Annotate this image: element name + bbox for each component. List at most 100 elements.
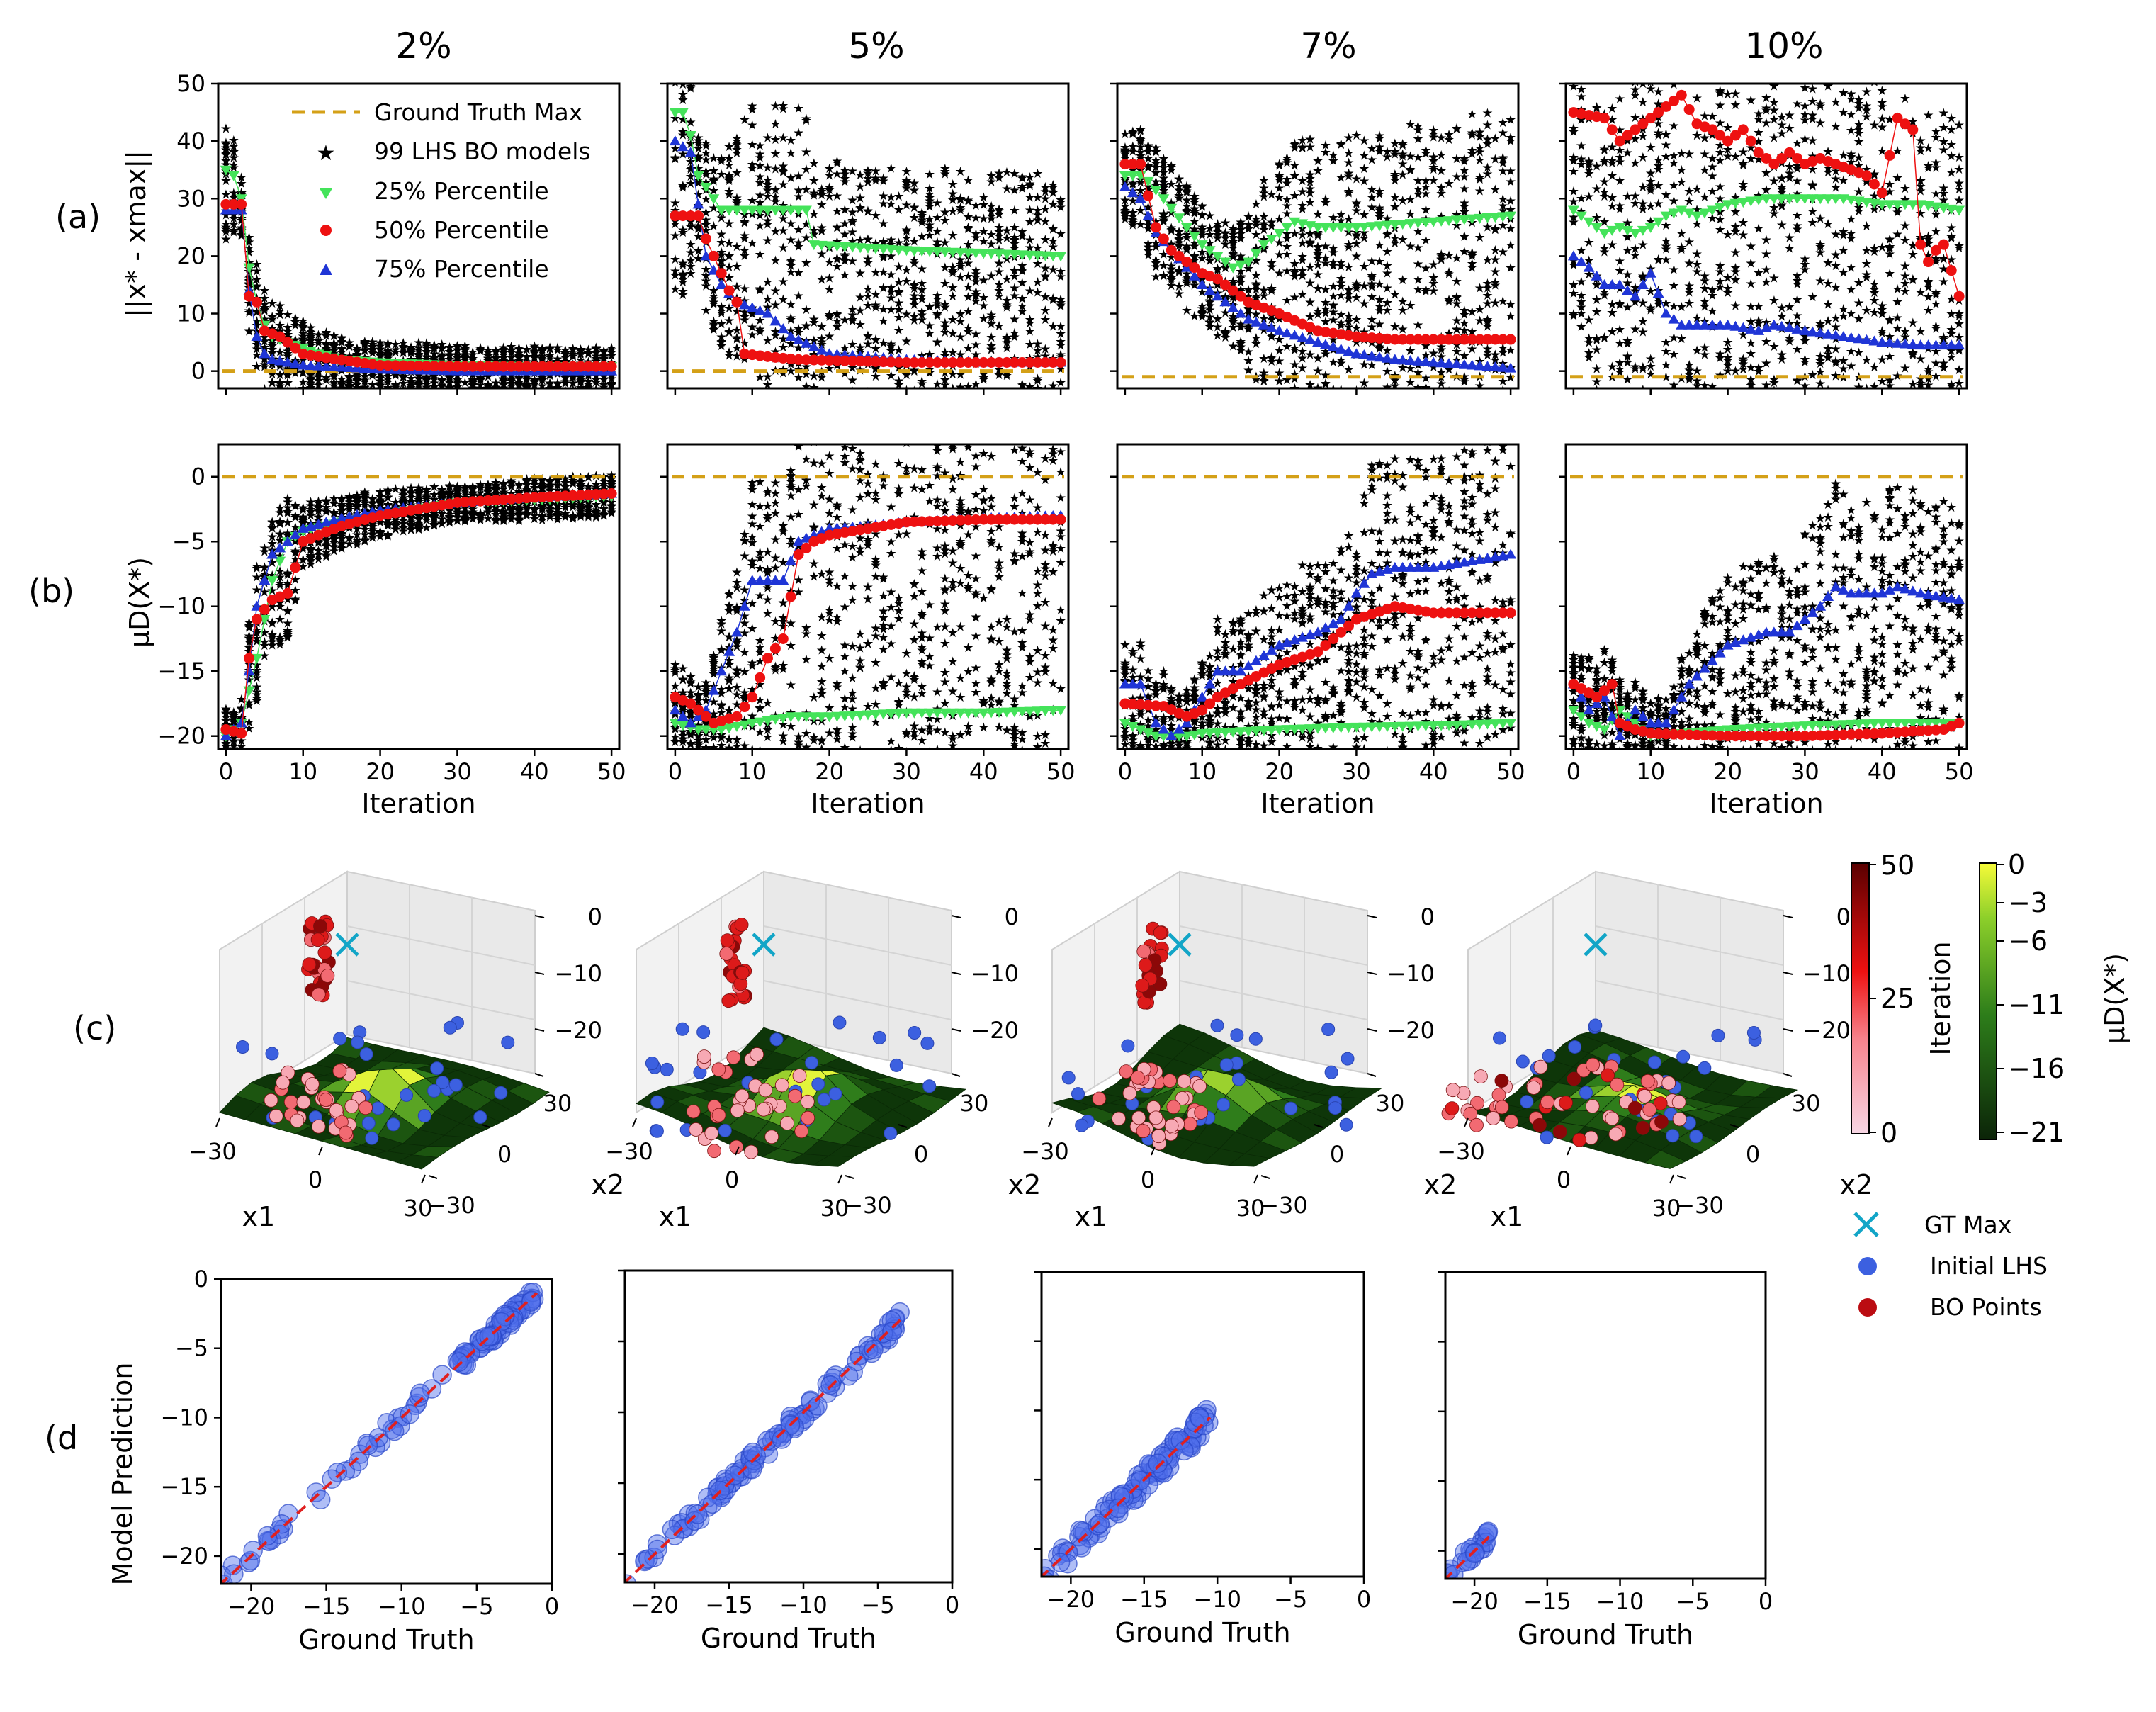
- lhs-model-star: ★: [1884, 459, 1895, 474]
- lhs-model-star: ★: [1637, 383, 1649, 398]
- lhs-model-star: ★: [344, 380, 355, 395]
- lhs-model-star: ★: [1768, 419, 1780, 434]
- lhs-model-star: ★: [1350, 417, 1362, 432]
- lhs-model-star: ★: [1892, 388, 1903, 402]
- lhs-model-star: ★: [1830, 406, 1841, 421]
- lhs-model-star: ★: [359, 342, 371, 357]
- lhs-model-star: ★: [1907, 46, 1919, 61]
- lhs-model-star: ★: [1715, 402, 1726, 417]
- lhs-model-star: ★: [1017, 299, 1028, 314]
- y-tick-label: 30: [176, 185, 205, 212]
- lhs-model-star: ★: [1884, 247, 1895, 262]
- lhs-model-star: ★: [266, 296, 278, 311]
- lhs-model-star: ★: [831, 189, 842, 204]
- lhs-model-star: ★: [1489, 413, 1501, 428]
- lhs-model-star: ★: [274, 304, 286, 319]
- lhs-model-star: ★: [1900, 454, 1911, 469]
- lhs-model-star: ★: [1320, 407, 1331, 422]
- lhs-model-star: ★: [808, 395, 820, 410]
- lhs-model-star: ★: [390, 382, 401, 397]
- lhs-model-star: ★: [839, 422, 850, 437]
- lhs-model-star: ★: [1467, 429, 1478, 444]
- lhs-model-star: ★: [298, 326, 309, 341]
- lhs-model-star: ★: [1481, 319, 1493, 334]
- lhs-model-star: ★: [747, 411, 758, 426]
- lhs-model-star: ★: [1606, 36, 1618, 51]
- panel-a-3-plot-area: ★★★★★★★★★★★★★★★★★★★★★★★★★★★★★★★★★★★★★★★★…: [1568, 9, 1965, 474]
- lhs-model-star: ★: [382, 381, 393, 395]
- lhs-model-star: ★: [1861, 219, 1872, 234]
- lhs-model-star: ★: [251, 337, 262, 352]
- lhs-model-star: ★: [1598, 67, 1610, 82]
- lhs-model-star: ★: [436, 383, 448, 398]
- lhs-model-star: ★: [1846, 399, 1857, 414]
- lhs-model-star: ★: [413, 378, 424, 393]
- lhs-model-star: ★: [1047, 429, 1059, 444]
- lhs-model-stars: ★★★★★★★★★★★★★★★★★★★★★★★★★★★★★★★★★★★★★★★★…: [1119, 106, 1516, 444]
- lhs-model-star: ★: [375, 385, 386, 400]
- lhs-model-star: ★: [251, 264, 262, 279]
- p50-percentile-point: [708, 250, 719, 261]
- lhs-model-star: ★: [1791, 410, 1802, 424]
- lhs-model-star: ★: [328, 328, 339, 343]
- lhs-model-star: ★: [1412, 390, 1423, 405]
- lhs-model-star: ★: [298, 375, 309, 390]
- lhs-model-star: ★: [375, 336, 386, 351]
- lhs-model-star: ★: [1876, 84, 1887, 98]
- lhs-model-star: ★: [344, 369, 355, 384]
- lhs-model-star: ★: [1289, 411, 1300, 426]
- lhs-model-star: ★: [747, 394, 758, 409]
- lhs-model-star: ★: [785, 146, 796, 161]
- lhs-model-star: ★: [367, 337, 378, 352]
- lhs-model-star: ★: [266, 336, 278, 351]
- p50-percentile-point: [700, 233, 711, 244]
- lhs-model-star: ★: [251, 272, 262, 287]
- lhs-model-star: ★: [429, 347, 440, 362]
- lhs-model-star: ★: [1699, 269, 1710, 283]
- lhs-model-star: ★: [1039, 423, 1051, 438]
- lhs-model-star: ★: [405, 343, 417, 358]
- lhs-model-star: ★: [1598, 58, 1610, 73]
- lhs-model-star: ★: [1938, 427, 1949, 441]
- p50-percentile-point: [1158, 233, 1169, 244]
- lhs-model-star: ★: [1846, 227, 1857, 242]
- lhs-model-star: ★: [955, 393, 966, 408]
- lhs-model-star: ★: [305, 378, 317, 393]
- lhs-model-star: ★: [1584, 69, 1595, 84]
- lhs-model-star: ★: [1474, 184, 1486, 199]
- lhs-model-star: ★: [1707, 59, 1718, 74]
- lhs-model-star: ★: [1761, 424, 1772, 439]
- lhs-model-star: ★: [397, 341, 409, 356]
- lhs-model-star: ★: [367, 346, 378, 361]
- lhs-model-star: ★: [870, 406, 881, 421]
- lhs-model-star: ★: [1791, 223, 1802, 237]
- lhs-model-star: ★: [421, 344, 432, 359]
- lhs-model-star: ★: [1420, 427, 1431, 441]
- lhs-model-star: ★: [1405, 401, 1416, 416]
- lhs-model-star: ★: [1025, 417, 1036, 432]
- lhs-model-star: ★: [344, 370, 355, 385]
- lhs-model-star: ★: [1443, 403, 1455, 418]
- panel-a-2: ★★★★★★★★★★★★★★★★★★★★★★★★★★★★★★★★★★★★★★★★…: [1110, 82, 1520, 444]
- lhs-model-star: ★: [1637, 95, 1649, 110]
- lhs-model-star: ★: [916, 276, 927, 291]
- lhs-model-star: ★: [962, 174, 973, 188]
- lhs-model-star: ★: [1358, 419, 1370, 434]
- lhs-model-star: ★: [1584, 9, 1595, 23]
- lhs-model-star: ★: [1606, 13, 1618, 28]
- lhs-model-star: ★: [336, 381, 347, 396]
- lhs-model-star: ★: [1814, 116, 1826, 131]
- lhs-model-star: ★: [1576, 24, 1587, 39]
- lhs-model-star: ★: [1358, 394, 1370, 409]
- lhs-model-star: ★: [793, 411, 804, 426]
- lhs-model-star: ★: [1722, 30, 1734, 45]
- lhs-model-star: ★: [739, 249, 750, 264]
- lhs-model-star: ★: [1822, 439, 1834, 454]
- lhs-model-star: ★: [1761, 247, 1772, 261]
- lhs-model-star: ★: [1791, 174, 1802, 188]
- lhs-model-star: ★: [1289, 414, 1300, 429]
- lhs-model-star: ★: [1009, 330, 1020, 344]
- lhs-model-star: ★: [1900, 181, 1911, 196]
- lhs-model-star: ★: [878, 217, 889, 232]
- lhs-model-star: ★: [1443, 388, 1455, 402]
